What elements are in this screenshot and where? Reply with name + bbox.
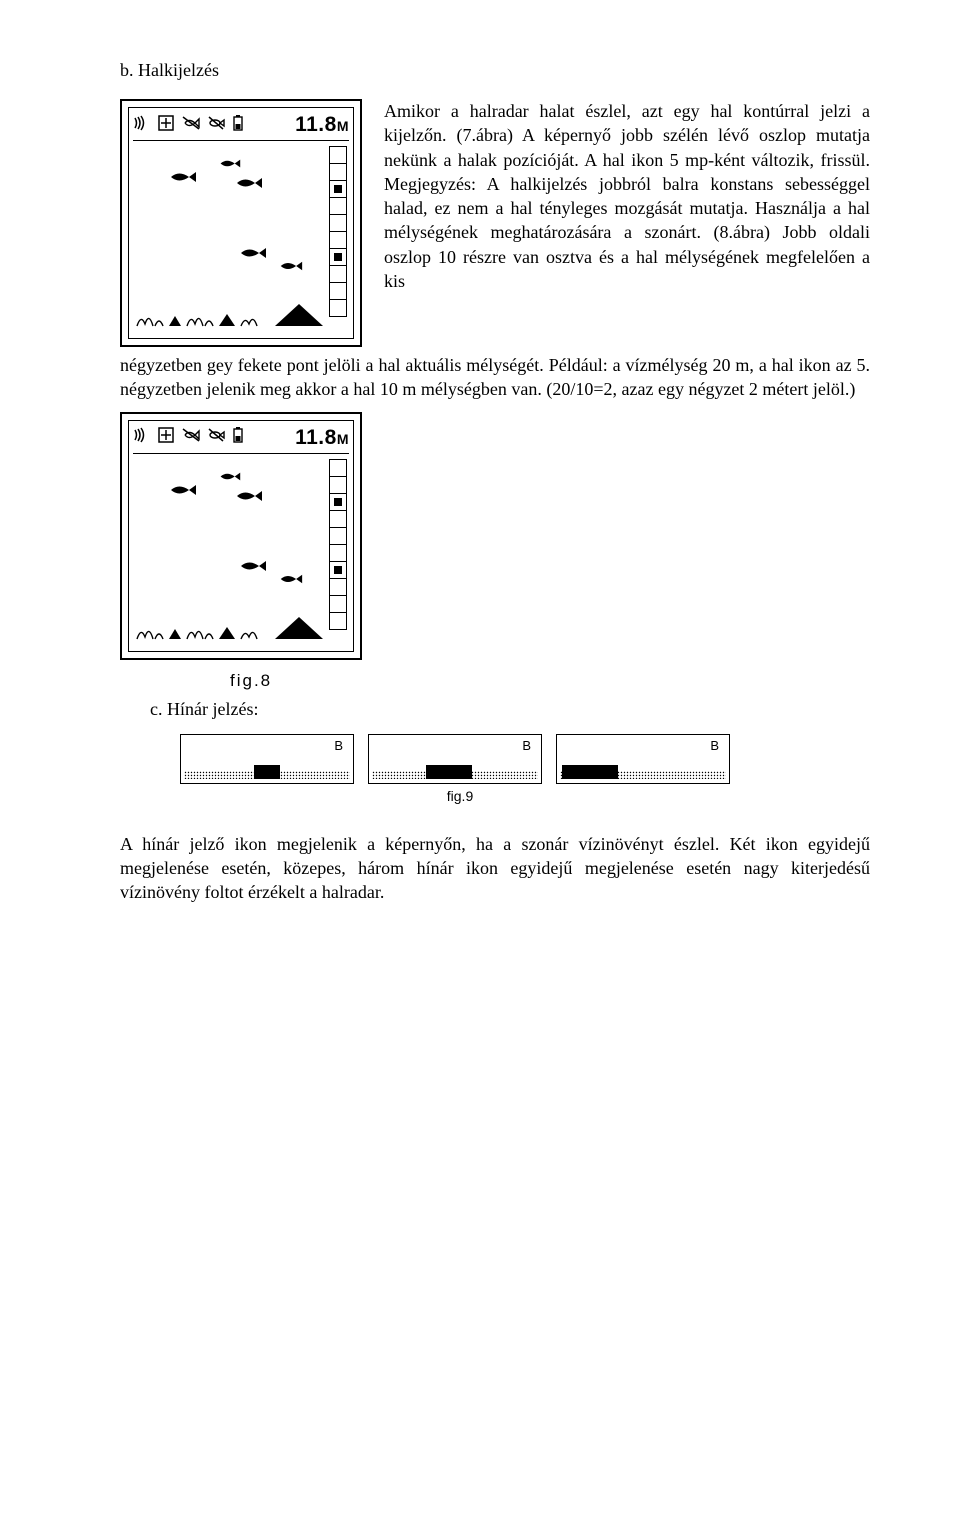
fish-off-icon <box>207 114 225 137</box>
fish-icon <box>279 260 303 272</box>
lcd-bottom-terrain <box>135 617 323 643</box>
fish-icon <box>235 489 263 503</box>
lcd-divider <box>133 140 349 141</box>
depth-cell <box>329 282 347 300</box>
fish-icon <box>279 573 303 585</box>
section-c-heading: c. Hínár jelzés: <box>150 699 870 720</box>
lcd-iconbar: 11.8M <box>133 424 349 452</box>
weed-bottom-2 <box>372 765 538 779</box>
fish-icon <box>239 246 267 260</box>
lcd-inner-fig7: 11.8M <box>128 107 354 339</box>
plus-box-icon <box>157 426 175 449</box>
weed-bottom-3 <box>560 765 726 779</box>
continuation-paragraph: négyzetben gey fekete pont jelöli a hal … <box>120 353 870 402</box>
fish-icon <box>219 158 241 169</box>
depth-cell <box>329 146 347 164</box>
depth-cell <box>329 612 347 630</box>
weed-paragraph: A hínár jelző ikon megjelenik a képernyő… <box>120 832 870 905</box>
lcd-iconbar: 11.8M <box>133 111 349 139</box>
fish-off-icon <box>207 426 225 449</box>
depth-cell-marked <box>329 561 347 579</box>
weed-box-1: B <box>180 734 354 784</box>
depth-cell-marked <box>329 248 347 266</box>
depth-readout: 11.8M <box>295 113 349 137</box>
lcd-inner-fig8: 11.8M <box>128 420 354 652</box>
depth-cell <box>329 527 347 545</box>
fish-icon <box>235 176 263 190</box>
fig9-caption: fig.9 <box>180 788 740 804</box>
sonar-waves-icon <box>133 114 151 137</box>
depth-cell <box>329 231 347 249</box>
depth-cell <box>329 544 347 562</box>
depth-cell <box>329 265 347 283</box>
lcd-bottom-terrain <box>135 304 323 330</box>
depth-cell <box>329 299 347 317</box>
section-b-heading: b. Halkijelzés <box>120 60 870 81</box>
lcd-screen-fig7: 11.8M <box>120 99 362 347</box>
depth-column <box>329 146 347 316</box>
depth-cell-marked <box>329 493 347 511</box>
fig8-container: 11.8M <box>120 412 870 691</box>
depth-readout: 11.8M <box>295 426 349 450</box>
weed-bottom-1 <box>184 765 350 779</box>
depth-cell <box>329 595 347 613</box>
weed-figures-row: B B <box>180 734 870 784</box>
depth-unit: M <box>337 431 349 447</box>
depth-cell <box>329 163 347 181</box>
fig8-caption: fig.8 <box>230 671 870 691</box>
fish-icon <box>169 170 197 184</box>
top-figure-and-text-row: 11.8M <box>120 99 870 347</box>
fish-alarm-off-icon <box>181 114 201 137</box>
document-page: b. Halkijelzés <box>0 0 960 1535</box>
fish-icon <box>219 471 241 482</box>
top-paragraph: Amikor a halradar halat észlel, azt egy … <box>384 99 870 293</box>
weed-marker: B <box>522 738 531 753</box>
depth-cell <box>329 197 347 215</box>
weed-marker: B <box>710 738 719 753</box>
depth-unit: M <box>337 118 349 134</box>
depth-value: 11.8 <box>295 426 337 449</box>
sonar-waves-icon <box>133 426 151 449</box>
lcd-screen-fig8: 11.8M <box>120 412 362 660</box>
depth-cell <box>329 510 347 528</box>
fish-alarm-off-icon <box>181 426 201 449</box>
depth-cell <box>329 459 347 477</box>
fish-icon <box>239 559 267 573</box>
depth-cell <box>329 476 347 494</box>
lcd-divider <box>133 453 349 454</box>
weed-marker: B <box>334 738 343 753</box>
plus-box-icon <box>157 114 175 137</box>
weed-box-3: B <box>556 734 730 784</box>
battery-icon <box>231 114 245 137</box>
battery-icon <box>231 426 245 449</box>
depth-cell <box>329 578 347 596</box>
weed-box-2: B <box>368 734 542 784</box>
depth-cell-marked <box>329 180 347 198</box>
depth-cell <box>329 214 347 232</box>
depth-value: 11.8 <box>295 113 337 136</box>
fish-icon <box>169 483 197 497</box>
depth-column <box>329 459 347 629</box>
